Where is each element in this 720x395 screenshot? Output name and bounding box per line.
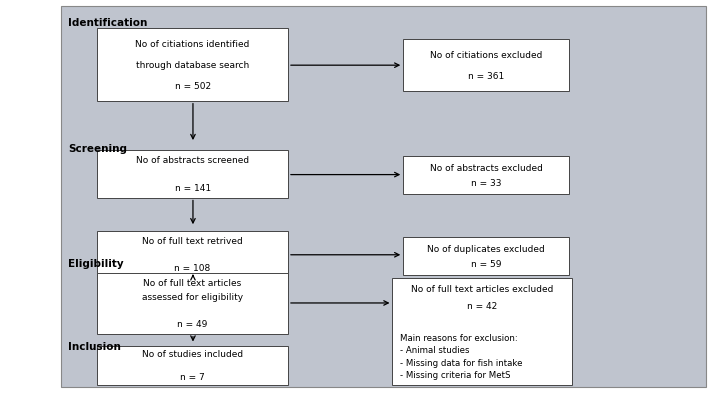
Bar — [97, 346, 288, 385]
Bar — [97, 231, 288, 278]
Bar — [392, 278, 572, 385]
Bar — [97, 273, 288, 334]
Text: n = 108: n = 108 — [174, 265, 211, 273]
Text: No of full text articles: No of full text articles — [143, 279, 242, 288]
Text: Eligibility: Eligibility — [68, 259, 124, 269]
Bar — [97, 28, 288, 101]
Text: No of abstracts excluded: No of abstracts excluded — [430, 164, 542, 173]
Text: n = 59: n = 59 — [471, 260, 501, 269]
Text: n = 141: n = 141 — [174, 184, 211, 192]
Text: No of full text articles excluded: No of full text articles excluded — [411, 285, 554, 294]
Text: through database search: through database search — [136, 61, 249, 70]
Text: No of duplicates excluded: No of duplicates excluded — [427, 245, 545, 254]
Text: - Animal studies: - Animal studies — [400, 346, 469, 355]
Text: n = 42: n = 42 — [467, 301, 498, 310]
Text: No of studies included: No of studies included — [142, 350, 243, 359]
Text: Main reasons for exclusion:: Main reasons for exclusion: — [400, 334, 518, 343]
Text: n = 361: n = 361 — [468, 72, 504, 81]
Bar — [403, 237, 569, 275]
Text: n = 49: n = 49 — [177, 320, 208, 329]
Text: Inclusion: Inclusion — [68, 342, 121, 352]
Text: No of citiations identified: No of citiations identified — [135, 40, 250, 49]
Text: No of abstracts screened: No of abstracts screened — [136, 156, 249, 166]
Text: - Missing criteria for MetS: - Missing criteria for MetS — [400, 371, 510, 380]
Text: assessed for eligibility: assessed for eligibility — [142, 293, 243, 301]
Text: n = 7: n = 7 — [180, 373, 205, 382]
Text: Identification: Identification — [68, 18, 148, 28]
Text: No of full text retrived: No of full text retrived — [143, 237, 243, 246]
Text: Screening: Screening — [68, 144, 127, 154]
Text: - Missing data for fish intake: - Missing data for fish intake — [400, 359, 522, 368]
Text: n = 33: n = 33 — [471, 179, 501, 188]
Bar — [61, 6, 706, 387]
Text: No of citiations excluded: No of citiations excluded — [430, 51, 542, 60]
Bar — [97, 150, 288, 198]
Bar — [403, 156, 569, 194]
Bar — [403, 40, 569, 91]
Text: n = 502: n = 502 — [174, 82, 211, 90]
